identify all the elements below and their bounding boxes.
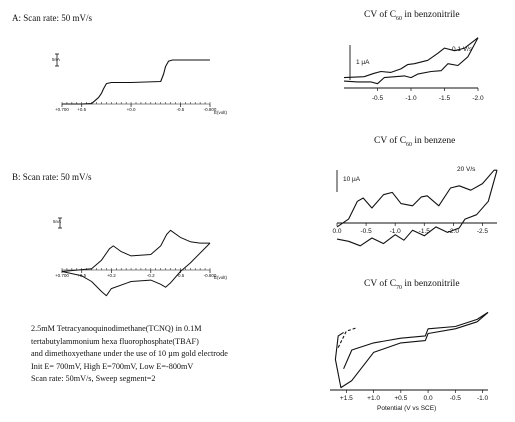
x-tick-label: -0.5 — [372, 95, 384, 102]
c60-benzonitrile-scale-label: 1 µA — [356, 59, 370, 66]
x-tick-label: +1.0 — [367, 395, 380, 402]
x-tick-label: +0.700 — [55, 107, 69, 112]
x-tick-label: +0.5 — [77, 107, 86, 112]
series-line-dashed — [337, 327, 358, 348]
x-tick-label: -0.5 — [450, 395, 462, 402]
chart-a-xlabel: E(volt) — [214, 110, 228, 115]
x-tick-label: -2.5 — [477, 228, 489, 235]
chart-b-scale-label: 5nA — [53, 219, 62, 224]
x-tick-label: +0.5 — [394, 395, 407, 402]
x-tick-label: -0.800 — [204, 273, 217, 278]
panel-b-label: B: Scan rate: 50 mV/s — [12, 172, 92, 182]
x-tick-label: -1.0 — [477, 395, 489, 402]
series-line-forward — [343, 37, 479, 79]
x-tick-label: 0.0 — [424, 395, 433, 402]
series-line-forward — [61, 229, 210, 272]
c60-benzene-annotation: 20 V/s — [457, 166, 476, 173]
c70-benzonitrile-title: CV of C70 in benzonitrile — [364, 279, 460, 291]
chart-a-scale-label: 5nA — [52, 57, 61, 62]
description-line: and dimethoxyethane under the use of 10 … — [31, 349, 228, 359]
chart-a-scale-bar — [55, 53, 59, 67]
x-tick-label: +0.2 — [107, 273, 116, 278]
x-tick-label: -1.0 — [390, 228, 402, 235]
c60-benzonitrile-annotation: 0.1 V/s — [452, 46, 473, 53]
experiment-description: 2.5mM Tetracyanoquinodimethane(TCNQ) in … — [31, 323, 228, 386]
x-tick-label: -0.5 — [177, 273, 185, 278]
x-tick-label: -0.5 — [177, 107, 185, 112]
x-tick-label: +1.5 — [340, 395, 353, 402]
x-tick-label: +0.0 — [127, 107, 136, 112]
series-line-s0 — [62, 59, 210, 105]
chart-b-xlabel: E(volt) — [214, 275, 228, 280]
x-tick-label: -0.800 — [204, 107, 217, 112]
x-tick-label: 0.0 — [332, 228, 341, 235]
description-line: Scan rate: 50mV/s, Sweep segment=2 — [31, 374, 156, 384]
panel-a-label: A: Scan rate: 50 mV/s — [12, 13, 92, 23]
description-line: tertabutylammonium hexa fluorophosphate(… — [31, 336, 199, 346]
c70-benzonitrile-xlabel: Potential (V vs SCE) — [377, 405, 437, 412]
x-tick-label: -0.5 — [360, 228, 372, 235]
c60-benzene-scale-label: 10 µA — [343, 176, 361, 183]
series-line-forward — [336, 169, 497, 228]
series-line-reverse — [343, 37, 479, 85]
x-tick-label: -0.2 — [147, 273, 155, 278]
x-tick-label: -1.5 — [419, 228, 431, 235]
x-tick-label: -2.0 — [448, 228, 460, 235]
c60-benzene-title: CV of C60 in benzene — [374, 136, 456, 148]
series-line-reverse — [336, 170, 498, 247]
x-tick-label: -1.5 — [439, 95, 451, 102]
x-tick-label: -1.0 — [405, 95, 417, 102]
x-tick-label: +0.700 — [55, 273, 69, 278]
chart-b-scale-bar — [58, 217, 62, 229]
description-line: Init E= 700mV, High E=700mV, Low E=-800m… — [31, 361, 194, 371]
c60-benzonitrile-title: CV of C60 in benzonitrile — [364, 10, 460, 22]
series-line-reverse — [334, 311, 489, 389]
series-line-forward — [343, 311, 489, 370]
x-tick-label: -2.0 — [472, 95, 484, 102]
description-line: 2.5mM Tetracyanoquinodimethane(TCNQ) in … — [31, 324, 202, 333]
series-line-reverse — [61, 242, 211, 297]
